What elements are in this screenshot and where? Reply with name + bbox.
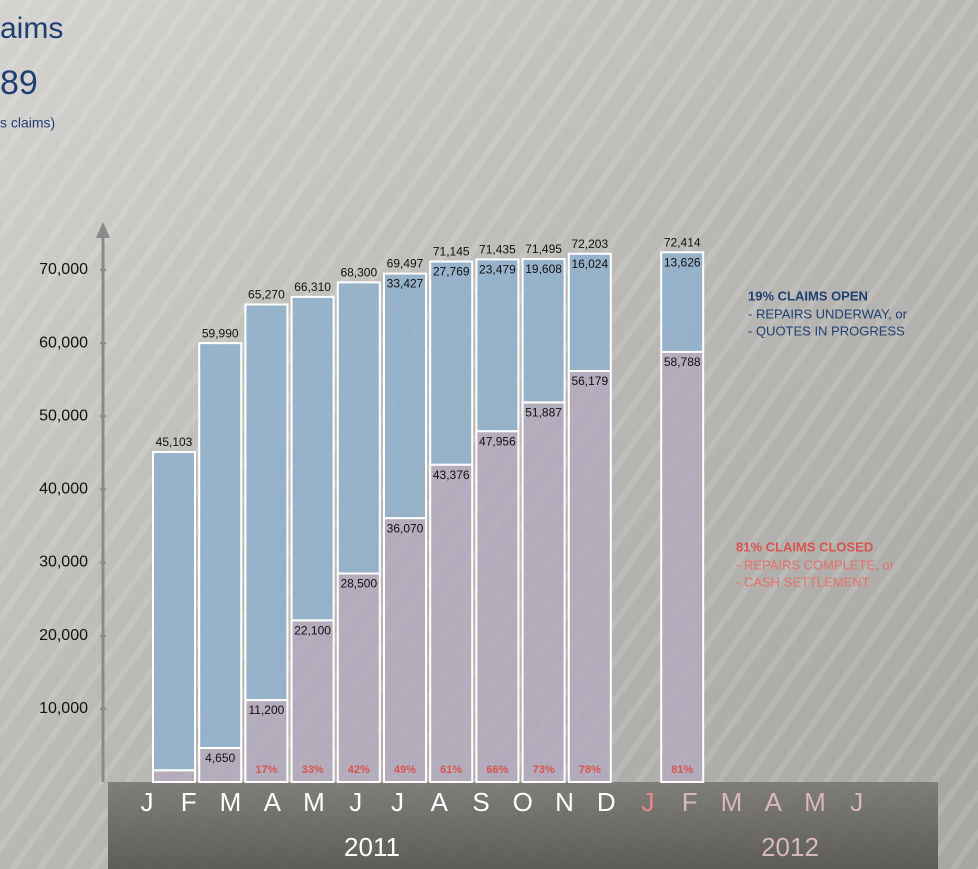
- percent-label: 73%: [533, 764, 555, 776]
- total-label: 45,103: [156, 435, 193, 449]
- bar-segment: [567, 370, 612, 783]
- bar-segment: [521, 257, 566, 404]
- x-tick-label: N: [555, 787, 574, 817]
- y-tick-label: 20,000: [39, 627, 88, 644]
- percent-label: 78%: [579, 764, 601, 776]
- y-tick-label: 60,000: [39, 334, 88, 351]
- month-band: [108, 782, 938, 869]
- total-label: 71,435: [479, 243, 516, 257]
- x-tick-label: J: [391, 787, 404, 817]
- total-label: 71,145: [433, 245, 470, 259]
- x-tick-label: J: [141, 787, 154, 817]
- x-tick-label: F: [181, 787, 197, 817]
- y-tick-label: 30,000: [39, 554, 88, 571]
- data-label: 11,200: [248, 703, 284, 717]
- percent-label: 42%: [348, 764, 370, 776]
- legend-open: 19% CLAIMS OPEN: [748, 288, 868, 303]
- total-label: 69,497: [387, 257, 424, 271]
- data-label: 33,427: [387, 277, 424, 291]
- x-tick-label: J: [642, 787, 655, 817]
- note-closed: - REPAIRS COMPLETE, or: [736, 557, 895, 572]
- subtitle-note: s claims): [0, 115, 55, 131]
- bar-segment: [475, 430, 520, 783]
- x-tick-label: J: [850, 787, 863, 817]
- x-tick-label: D: [597, 787, 616, 817]
- chart-title: aims: [0, 12, 63, 45]
- x-tick-label: M: [303, 787, 325, 817]
- bar-segment: [198, 342, 243, 749]
- data-label: 19,608: [525, 262, 562, 276]
- bar-segment: [290, 295, 335, 622]
- percent-label: 81%: [671, 764, 693, 776]
- bar-segment: [383, 272, 427, 520]
- x-tick-label: J: [349, 787, 362, 817]
- bar-segment: [336, 281, 381, 575]
- x-tick-label: M: [220, 787, 242, 817]
- bar-segment: [660, 350, 705, 783]
- x-tick-label: M: [804, 787, 826, 817]
- percent-label: 17%: [255, 764, 277, 776]
- x-tick-label: O: [513, 787, 533, 817]
- bar-segment: [475, 258, 520, 433]
- bar-segment: [152, 451, 196, 772]
- year-label: 2011: [344, 832, 400, 862]
- total-label: 71,495: [525, 242, 562, 256]
- percent-label: 33%: [302, 764, 324, 776]
- data-label: 28,500: [340, 577, 377, 591]
- bar-segment: [290, 619, 335, 783]
- data-label: 22,100: [294, 623, 331, 637]
- data-label: 13,626: [664, 255, 701, 269]
- total-label: 59,990: [202, 326, 239, 340]
- data-label: 23,479: [479, 263, 516, 277]
- chart-subtitle: 89: [0, 64, 38, 102]
- note-closed: - CASH SETTLEMENT: [736, 574, 870, 589]
- x-tick-label: A: [264, 787, 282, 817]
- total-label: 72,414: [664, 235, 701, 249]
- data-label: 58,788: [664, 355, 701, 369]
- y-axis-arrow: [96, 222, 110, 238]
- year-label: 2012: [761, 832, 819, 862]
- data-label: 4,650: [205, 751, 235, 765]
- percent-label: 49%: [394, 764, 416, 776]
- percent-label: 66%: [486, 764, 508, 776]
- bar-segment: [429, 463, 474, 783]
- data-label: 51,887: [525, 406, 562, 420]
- bar-segment: [152, 769, 196, 784]
- data-label: 43,376: [433, 468, 470, 482]
- total-label: 68,300: [340, 266, 377, 280]
- x-tick-label: M: [721, 787, 743, 817]
- bar-segment: [244, 303, 289, 702]
- bar-segment: [429, 260, 474, 466]
- legend-closed: 81% CLAIMS CLOSED: [736, 539, 873, 554]
- bar-segment: [567, 252, 612, 373]
- x-tick-label: A: [765, 787, 783, 817]
- data-label: 47,956: [479, 434, 516, 448]
- data-label: 27,769: [433, 265, 470, 279]
- data-label: 16,024: [571, 257, 608, 271]
- bar-segment: [521, 401, 566, 783]
- x-tick-label: S: [472, 787, 489, 817]
- y-tick-label: 40,000: [39, 481, 88, 498]
- y-tick-label: 70,000: [39, 261, 88, 278]
- total-label: 66,310: [294, 280, 331, 294]
- note-open: - REPAIRS UNDERWAY, or: [748, 306, 908, 321]
- total-label: 65,270: [248, 288, 285, 302]
- data-label: 56,179: [571, 374, 608, 388]
- note-open: - QUOTES IN PROGRESS: [748, 323, 905, 338]
- bar-segment: [336, 572, 381, 783]
- y-tick-label: 10,000: [39, 700, 88, 717]
- percent-label: 61%: [440, 764, 462, 776]
- y-tick-label: 50,000: [39, 407, 88, 424]
- x-tick-label: F: [682, 787, 698, 817]
- bar-segment: [383, 517, 427, 783]
- total-label: 72,203: [571, 237, 608, 251]
- bar-segment: [660, 251, 705, 353]
- x-tick-label: A: [431, 787, 449, 817]
- data-label: 36,070: [387, 521, 424, 535]
